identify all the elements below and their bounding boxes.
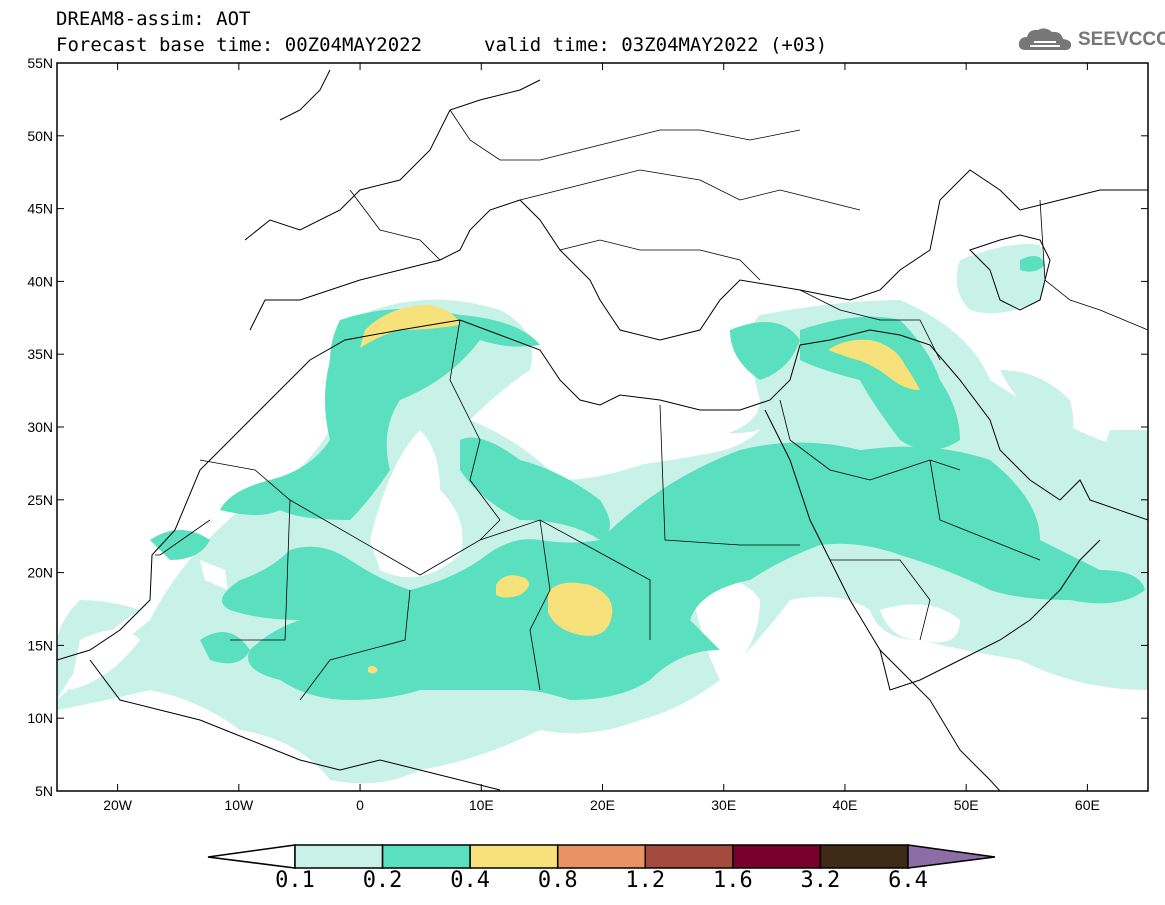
aot-level-0.4 [360,305,920,674]
lon-tick-label: 20E [590,797,615,813]
aot-field [57,244,1148,784]
map-title: DREAM8-assim: AOT [56,8,251,30]
colorbar-label: 3.2 [800,868,841,893]
latitude-axis: 55N 50N 45N 40N 35N 30N 25N 20N 15N 10N 5N [27,55,1148,799]
lat-tick-label: 45N [27,201,53,217]
colorbar-box [819,844,909,869]
lat-tick-label: 35N [27,346,53,362]
aot-clear-areas [70,392,960,690]
lat-tick-label: 25N [27,492,53,508]
forecast-base-time: Forecast base time: 00Z04MAY2022 [56,34,423,56]
lon-tick-label: 50E [954,797,979,813]
colorbar-low-arrow [207,844,296,869]
colorbar-label: 1.2 [625,868,666,893]
colorbar-box [644,844,734,869]
lat-tick-label: 10N [27,710,53,726]
lon-tick-label: 0 [356,797,364,813]
lon-tick-label: 20W [103,797,133,813]
colorbar-label: 0.2 [362,868,403,893]
coastlines [57,69,1148,791]
lon-tick-label: 10E [469,797,494,813]
colorbar-box [381,844,471,869]
lon-tick-label: 40E [832,797,857,813]
colorbar-high-arrow [907,844,996,869]
lat-tick-label: 15N [27,637,53,653]
lon-tick-label: 10W [224,797,254,813]
lat-tick-label: 40N [27,273,53,289]
colorbar-box [732,844,822,869]
cloud-icon [1018,28,1072,51]
colorbar-box [294,844,384,869]
colorbar [207,844,996,869]
lat-tick-label: 55N [27,55,53,71]
lat-tick-label: 50N [27,128,53,144]
country-borders [155,109,1148,701]
colorbar-box [556,844,647,869]
logo-text: SEEVCCC [1078,29,1165,50]
lat-tick-label: 30N [27,419,53,435]
lat-tick-label: 20N [27,565,53,581]
colorbar-label: 0.8 [537,868,578,893]
colorbar-label: 0.4 [450,868,491,893]
colorbar-label: 6.4 [888,868,928,893]
colorbar-label: 0.1 [275,868,315,893]
lon-tick-label: 30E [711,797,736,813]
seevccc-logo: SEEVCCC [1016,24,1165,56]
colorbar-label: 1.6 [712,868,753,893]
lon-tick-label: 60E [1075,797,1100,813]
colorbar-box [469,844,559,869]
longitude-axis: 20W 10W 0 10E 20E 30E 40E 50E 60E [103,63,1100,813]
valid-time: valid time: 03Z04MAY2022 (+03) [484,34,828,56]
lat-tick-label: 5N [35,783,53,799]
